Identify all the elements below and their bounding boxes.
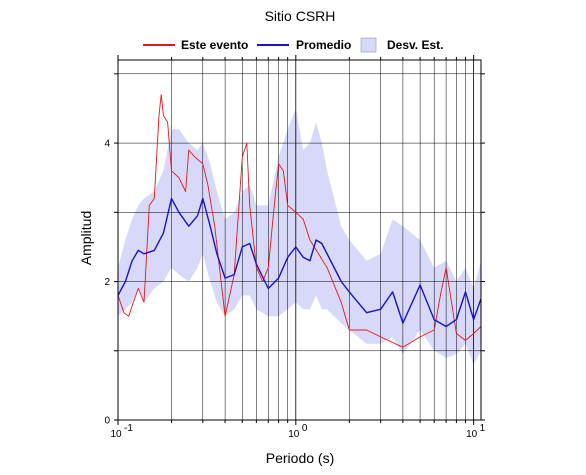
legend: Este evento Promedio Desv. Est.: [143, 37, 443, 53]
chart-title: Sitio CSRH: [265, 8, 336, 24]
legend-label: Desv. Est.: [387, 38, 443, 52]
series-layer: [117, 94, 482, 348]
series-line-promedio: [117, 197, 482, 328]
y-tick-label: 2: [104, 277, 110, 288]
x-tick-label: 10: [288, 429, 300, 440]
grid-layer: [117, 60, 481, 421]
series-line-este-evento: [117, 94, 482, 348]
x-tick-label: 10: [110, 429, 122, 440]
x-tick-label-exponent: -1: [124, 423, 133, 434]
y-axis-ticks: 0 2 4: [104, 73, 485, 427]
y-tick-label: 0: [104, 416, 110, 427]
legend-label: Promedio: [296, 38, 351, 52]
plot-frame: [117, 59, 482, 421]
std-dev-band: [118, 108, 481, 365]
y-axis-label: Amplitud: [78, 211, 94, 265]
legend-label: Este evento: [181, 38, 248, 52]
x-tick-label-exponent: 1: [480, 423, 486, 434]
legend-swatch-area: [360, 37, 377, 53]
y-tick-label: 4: [104, 139, 110, 150]
x-tick-label: 10: [466, 429, 478, 440]
x-axis-label: Periodo (s): [266, 450, 334, 466]
plot-area: [117, 59, 482, 421]
std-dev-band-layer: [118, 108, 481, 365]
x-tick-label-exponent: 0: [302, 423, 308, 434]
